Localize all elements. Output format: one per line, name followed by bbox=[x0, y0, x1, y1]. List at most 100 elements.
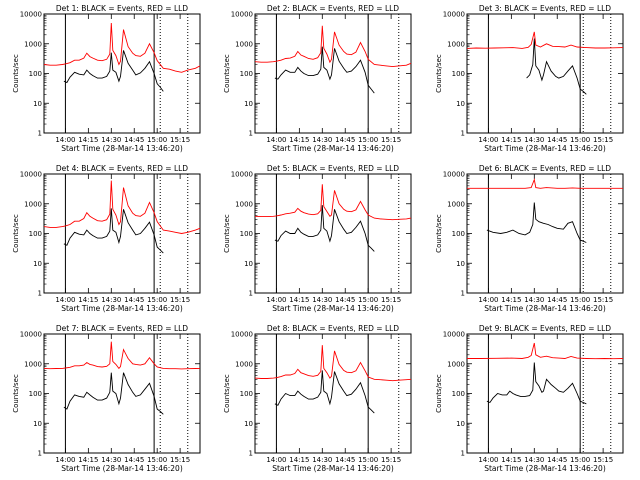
plot-frame bbox=[43, 13, 201, 134]
y-tick-label: 100 bbox=[29, 70, 42, 78]
x-axis-label: Start Time (28-Mar-14 13:46:20) bbox=[272, 304, 394, 313]
y-tick-label: 10 bbox=[244, 100, 253, 108]
x-tick-label: 14:45 bbox=[335, 456, 355, 464]
x-tick-label: 15:00 bbox=[570, 456, 590, 464]
x-tick-label: 14:00 bbox=[478, 296, 498, 304]
x-tick-label: 14:45 bbox=[547, 456, 567, 464]
y-tick-label: 1 bbox=[249, 450, 253, 458]
x-tick-label: 14:00 bbox=[55, 296, 75, 304]
series-events-line bbox=[486, 202, 587, 243]
x-tick-label: 14:30 bbox=[101, 136, 121, 144]
x-tick-label: 14:30 bbox=[312, 136, 332, 144]
plot-frame bbox=[466, 173, 624, 294]
plot-frame bbox=[254, 333, 412, 454]
y-tick-label: 1 bbox=[461, 130, 465, 138]
x-tick-label: 15:00 bbox=[358, 296, 378, 304]
y-tick-label: 100 bbox=[452, 70, 465, 78]
y-tick-label: 10 bbox=[33, 100, 42, 108]
x-tick-label: 15:00 bbox=[358, 136, 378, 144]
y-tick-label: 1 bbox=[38, 290, 42, 298]
y-tick-label: 10 bbox=[244, 420, 253, 428]
x-tick-label: 15:00 bbox=[358, 456, 378, 464]
y-axis-label: Counts/sec bbox=[435, 374, 443, 413]
x-tick-label: 14:15 bbox=[78, 456, 98, 464]
detector-panel-2: Det 2: BLACK = Events, RED = LLD 1 10 100 10… bbox=[223, 4, 412, 153]
series-lld-line bbox=[467, 177, 623, 189]
panel-title: Det 1: BLACK = Events, RED = LLD bbox=[56, 4, 188, 13]
detector-panel-1: Det 1: BLACK = Events, RED = LLD 1 10 100 10… bbox=[12, 4, 201, 153]
series-lld-line bbox=[43, 22, 201, 73]
x-axis-label: Start Time (28-Mar-14 13:46:20) bbox=[272, 464, 394, 473]
plot-frame bbox=[43, 173, 201, 294]
series-events-line bbox=[63, 208, 164, 254]
y-tick-label: 10000 bbox=[20, 11, 42, 19]
y-tick-label: 10000 bbox=[443, 331, 465, 339]
y-tick-label: 10 bbox=[33, 260, 42, 268]
y-tick-label: 10 bbox=[456, 420, 465, 428]
y-tick-label: 10000 bbox=[443, 11, 465, 19]
x-tick-label: 14:45 bbox=[547, 296, 567, 304]
x-axis-label: Start Time (28-Mar-14 13:46:20) bbox=[61, 304, 183, 313]
x-tick-label: 15:00 bbox=[570, 296, 590, 304]
y-tick-label: 10000 bbox=[231, 11, 253, 19]
x-tick-label: 15:00 bbox=[147, 456, 167, 464]
y-tick-label: 100 bbox=[240, 230, 253, 238]
x-tick-label: 14:00 bbox=[266, 456, 286, 464]
y-axis-label: Counts/sec bbox=[12, 54, 20, 93]
x-tick-label: 14:30 bbox=[524, 136, 544, 144]
x-tick-label: 15:15 bbox=[170, 296, 190, 304]
y-tick-label: 1 bbox=[461, 290, 465, 298]
x-tick-label: 14:00 bbox=[55, 136, 75, 144]
x-tick-label: 14:45 bbox=[335, 296, 355, 304]
x-tick-label: 15:15 bbox=[170, 456, 190, 464]
x-tick-label: 14:15 bbox=[78, 296, 98, 304]
y-tick-label: 1 bbox=[38, 450, 42, 458]
y-tick-label: 100 bbox=[240, 390, 253, 398]
y-tick-label: 1 bbox=[38, 130, 42, 138]
y-tick-label: 10000 bbox=[231, 331, 253, 339]
panel-title: Det 3: BLACK = Events, RED = LLD bbox=[479, 4, 611, 13]
series-lld-line bbox=[467, 342, 624, 360]
series-events-line bbox=[486, 362, 587, 405]
series-events-line bbox=[526, 38, 587, 95]
x-tick-label: 14:30 bbox=[312, 456, 332, 464]
detector-panel-5: Det 5: BLACK = Events, RED = LLD 1 10 100 10… bbox=[223, 164, 412, 313]
panel-title: Det 5: BLACK = Events, RED = LLD bbox=[267, 164, 399, 173]
y-tick-label: 1000 bbox=[24, 40, 42, 48]
x-tick-label: 14:00 bbox=[266, 296, 286, 304]
y-tick-label: 10000 bbox=[443, 171, 465, 179]
y-tick-label: 1000 bbox=[24, 360, 42, 368]
series-lld-line bbox=[254, 345, 412, 382]
y-tick-label: 10 bbox=[33, 420, 42, 428]
y-tick-label: 1000 bbox=[447, 360, 465, 368]
series-events-line bbox=[274, 46, 375, 94]
y-tick-label: 100 bbox=[240, 70, 253, 78]
y-tick-label: 10 bbox=[456, 260, 465, 268]
y-tick-label: 100 bbox=[29, 390, 42, 398]
panel-title: Det 8: BLACK = Events, RED = LLD bbox=[267, 324, 399, 333]
x-tick-label: 14:15 bbox=[501, 456, 521, 464]
x-axis-label: Start Time (28-Mar-14 13:46:20) bbox=[61, 144, 183, 153]
y-tick-label: 10000 bbox=[20, 331, 42, 339]
x-tick-label: 14:30 bbox=[101, 456, 121, 464]
series-events-line bbox=[274, 370, 375, 414]
detector-panel-3: Det 3: BLACK = Events, RED = LLD 1 10 100 10… bbox=[435, 4, 624, 153]
y-tick-label: 1000 bbox=[235, 40, 253, 48]
y-tick-label: 1 bbox=[249, 130, 253, 138]
y-tick-label: 100 bbox=[29, 230, 42, 238]
x-tick-label: 15:15 bbox=[381, 296, 401, 304]
x-tick-label: 14:45 bbox=[124, 296, 144, 304]
x-axis-label: Start Time (28-Mar-14 13:46:20) bbox=[484, 304, 606, 313]
series-lld-line bbox=[254, 25, 412, 68]
series-events-line bbox=[63, 50, 164, 92]
panel-title: Det 2: BLACK = Events, RED = LLD bbox=[267, 4, 399, 13]
x-tick-label: 14:15 bbox=[501, 136, 521, 144]
detector-panel-7: Det 7: BLACK = Events, RED = LLD 1 10 100 10… bbox=[12, 324, 201, 473]
series-events-line bbox=[63, 372, 164, 415]
y-axis-label: Counts/sec bbox=[12, 214, 20, 253]
series-lld-line bbox=[43, 180, 201, 234]
x-tick-label: 15:15 bbox=[593, 296, 613, 304]
detector-panel-6: Det 6: BLACK = Events, RED = LLD 1 10 100 10… bbox=[435, 164, 624, 313]
x-tick-label: 14:15 bbox=[289, 456, 309, 464]
